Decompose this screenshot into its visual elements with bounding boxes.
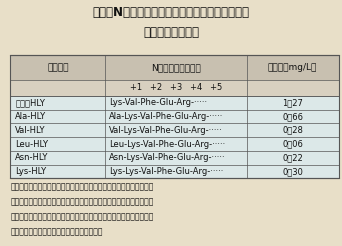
- Text: Leu-Lys-Val-Phe-Glu-Arg-·····: Leu-Lys-Val-Phe-Glu-Arg-·····: [109, 139, 225, 149]
- Text: Val-Lys-Val-Phe-Glu-Arg-·····: Val-Lys-Val-Phe-Glu-Arg-·····: [109, 126, 223, 135]
- Text: 酵母からの分泌量: 酵母からの分泌量: [143, 26, 199, 39]
- Bar: [10, 55, 339, 178]
- Bar: [10, 55, 339, 80]
- Text: N末端アミノ酸配列: N末端アミノ酸配列: [151, 63, 201, 72]
- Text: 表２：N末端改変型リゾチームのアミノ酸配列と: 表２：N末端改変型リゾチームのアミノ酸配列と: [92, 6, 250, 19]
- Text: 0．66: 0．66: [282, 112, 303, 121]
- Text: Asn-Lys-Val-Phe-Glu-Arg-·····: Asn-Lys-Val-Phe-Glu-Arg-·····: [109, 153, 225, 162]
- Text: 長されていることが確認された。リゾチーム分泌量は各組換え型酵母: 長されていることが確認された。リゾチーム分泌量は各組換え型酵母: [10, 212, 154, 221]
- Text: Lys-Lys-Val-Phe-Glu-Arg-·····: Lys-Lys-Val-Phe-Glu-Arg-·····: [109, 167, 223, 176]
- Text: +1   +2   +3   +4   +5: +1 +2 +3 +4 +5: [130, 83, 222, 92]
- Text: 0．28: 0．28: [282, 126, 303, 135]
- Text: Val-HLY: Val-HLY: [15, 126, 46, 135]
- Text: Leu-HLY: Leu-HLY: [15, 139, 48, 149]
- Bar: [10, 96, 339, 178]
- Text: Lys-HLY: Lys-HLY: [15, 167, 46, 176]
- Text: Lys-Val-Phe-Glu-Arg-·····: Lys-Val-Phe-Glu-Arg-·····: [109, 98, 207, 107]
- Bar: [10, 80, 339, 96]
- Text: 1．27: 1．27: [282, 98, 303, 107]
- Text: Ala-HLY: Ala-HLY: [15, 112, 46, 121]
- Text: ことに成功した。いずれも野性型に比べて任意のアミノ酸がひとつ延: ことに成功した。いずれも野性型に比べて任意のアミノ酸がひとつ延: [10, 198, 154, 207]
- Text: 0．22: 0．22: [282, 153, 303, 162]
- Text: シグナル配列にプロリンを導入することにより切断点をシフトさせる: シグナル配列にプロリンを導入することにより切断点をシフトさせる: [10, 183, 154, 192]
- Text: 0．30: 0．30: [282, 167, 303, 176]
- Text: 野性型HLY: 野性型HLY: [15, 98, 45, 107]
- Text: 変異体名: 変異体名: [47, 63, 69, 72]
- Text: 分泌量（mg/L）: 分泌量（mg/L）: [268, 63, 317, 72]
- Text: 0．06: 0．06: [282, 139, 303, 149]
- Text: Ala-Lys-Val-Phe-Glu-Arg-·····: Ala-Lys-Val-Phe-Glu-Arg-·····: [109, 112, 223, 121]
- Text: の培養上清における溶菌活性から算出した。: の培養上清における溶菌活性から算出した。: [10, 227, 103, 236]
- Text: Asn-HLY: Asn-HLY: [15, 153, 49, 162]
